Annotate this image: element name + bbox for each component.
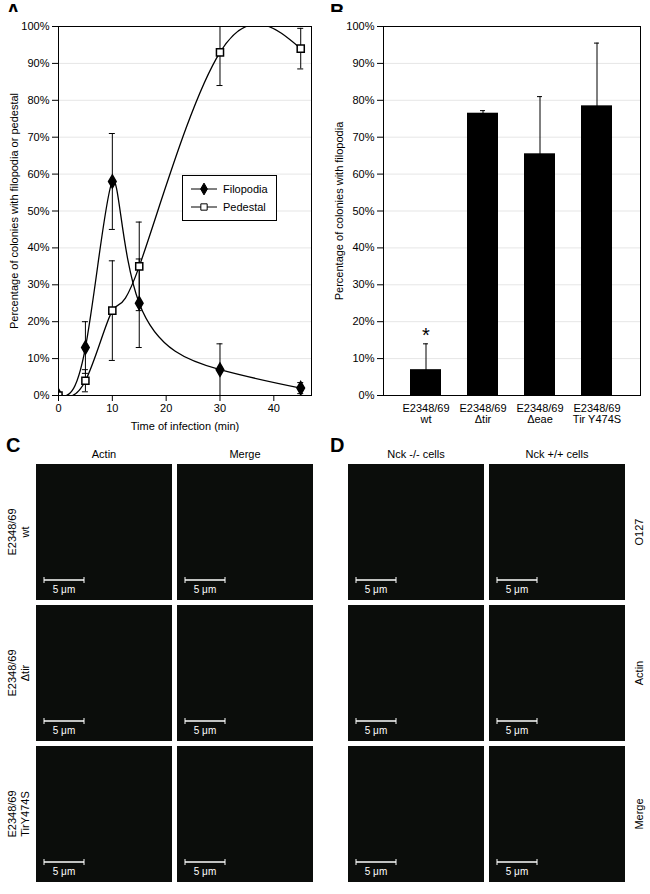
svg-text:0%: 0% (359, 389, 375, 401)
svg-text:20%: 20% (27, 315, 49, 327)
svg-text:50%: 50% (352, 205, 374, 217)
svg-text:70%: 70% (352, 131, 374, 143)
svg-text:20: 20 (160, 402, 172, 414)
svg-text:Merge: Merge (229, 448, 260, 460)
svg-text:Percentage of colonies with fi: Percentage of colonies with filopodia or… (8, 93, 20, 329)
svg-text:E2348/69Tir Y474S: E2348/69Tir Y474S (573, 402, 621, 425)
svg-text:Actin: Actin (92, 448, 116, 460)
svg-text:D: D (330, 434, 344, 456)
svg-text:C: C (6, 434, 20, 456)
svg-text:90%: 90% (27, 57, 49, 69)
svg-text:O127: O127 (633, 519, 645, 546)
html-text:Filopodia: Filopodia (223, 183, 268, 195)
svg-text:5 μm: 5 μm (194, 866, 216, 877)
svg-text:30: 30 (214, 402, 226, 414)
svg-text:10%: 10% (352, 352, 374, 364)
svg-text:30%: 30% (27, 278, 49, 290)
svg-text:Percentage of colonies with fi: Percentage of colonies with filopodia (333, 121, 345, 300)
svg-text:Nck +/+ cells: Nck +/+ cells (526, 448, 589, 460)
svg-text:0: 0 (55, 402, 61, 414)
svg-text:80%: 80% (27, 94, 49, 106)
svg-text:100%: 100% (346, 20, 374, 32)
svg-text:10: 10 (106, 402, 118, 414)
svg-text:E2348/69wt: E2348/69wt (6, 508, 31, 555)
svg-text:5 μm: 5 μm (194, 584, 216, 595)
html-text:B: B (330, 0, 345, 22)
svg-text:5 μm: 5 μm (506, 725, 528, 736)
svg-text:0%: 0% (34, 389, 50, 401)
html-text:A: A (6, 0, 21, 22)
svg-text:90%: 90% (352, 57, 374, 69)
svg-text:E2348/69wt: E2348/69wt (402, 402, 449, 425)
svg-text:E2348/69TirY474S: E2348/69TirY474S (6, 790, 31, 837)
svg-text:20%: 20% (352, 315, 374, 327)
svg-text:80%: 80% (352, 94, 374, 106)
svg-text:40: 40 (268, 402, 280, 414)
svg-text:60%: 60% (352, 168, 374, 180)
svg-text:5 μm: 5 μm (53, 584, 75, 595)
svg-text:50%: 50% (27, 205, 49, 217)
svg-text:Time of infection (min): Time of infection (min) (131, 420, 239, 432)
svg-text:40%: 40% (27, 241, 49, 253)
svg-text:10%: 10% (27, 352, 49, 364)
svg-text:100%: 100% (21, 20, 49, 32)
svg-text:Merge: Merge (633, 798, 645, 829)
svg-text:5 μm: 5 μm (365, 725, 387, 736)
svg-text:E2348/69Δtir: E2348/69Δtir (6, 649, 31, 696)
svg-text:5 μm: 5 μm (53, 866, 75, 877)
svg-text:40%: 40% (352, 241, 374, 253)
svg-text:E2348/69Δtir: E2348/69Δtir (459, 402, 506, 425)
html-text:Pedestal: Pedestal (223, 201, 266, 213)
svg-text:E2348/69Δeae: E2348/69Δeae (516, 402, 563, 425)
svg-text:*: * (422, 324, 430, 346)
svg-text:5 μm: 5 μm (365, 584, 387, 595)
svg-text:5 μm: 5 μm (365, 866, 387, 877)
svg-text:5 μm: 5 μm (53, 725, 75, 736)
svg-text:5 μm: 5 μm (506, 866, 528, 877)
svg-text:Actin: Actin (633, 661, 645, 685)
svg-text:Nck -/- cells: Nck -/- cells (387, 448, 445, 460)
svg-text:70%: 70% (27, 131, 49, 143)
svg-text:5 μm: 5 μm (506, 584, 528, 595)
svg-text:5 μm: 5 μm (194, 725, 216, 736)
svg-text:60%: 60% (27, 168, 49, 180)
svg-text:30%: 30% (352, 278, 374, 290)
